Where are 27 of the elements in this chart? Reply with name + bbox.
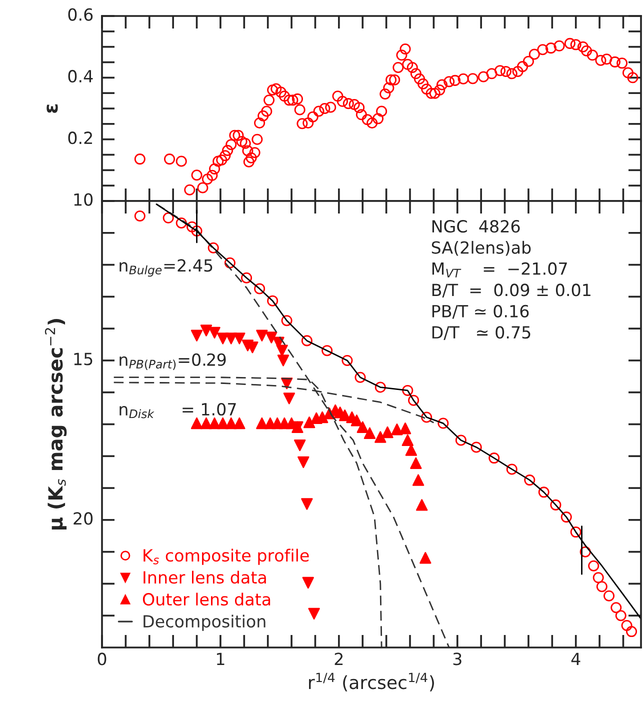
y-axis-title: μ (K$_{s}$ mag arcsec$^{−2}$) [44, 318, 67, 530]
y-tick-label: 0.2 [68, 132, 92, 144]
annotation: B/T = 0.09 ± 0.01 [432, 284, 590, 298]
y-tick-label: 0.6 [68, 8, 93, 21]
text: n$_{Disk}$ = 1.07 [120, 402, 236, 418]
x-tick-label: 3 [453, 652, 462, 666]
y-tick-label: 0.4 [68, 70, 93, 83]
y-axis-title: ε [46, 104, 58, 113]
x-tick-label: 2 [334, 652, 343, 666]
legend-label: Inner lens data [144, 570, 266, 584]
y-tick-label: 15 [74, 352, 92, 366]
annotation: NGC 4826 [432, 220, 520, 233]
legend-label: Decomposition [144, 614, 266, 631]
y-tick-label: 10 [74, 193, 93, 206]
annotation: SA(2lens)ab [432, 240, 531, 256]
y-tick-label: 20 [74, 512, 93, 525]
annotation: PB/T ≃ 0.16 [432, 304, 529, 319]
legend-label: Outer lens data [142, 592, 270, 606]
x-tick-label: 4 [571, 652, 580, 666]
legend-label: K$_{s}$ composite profile [144, 548, 309, 565]
annotation: n$_{PB(Part)}$=0.29 [120, 353, 226, 370]
x-axis-title: r$^{1/4}$ (arcsec$^{1/4}$) [309, 672, 434, 692]
annotation: D/T ≃ 0.75 [432, 326, 530, 340]
x-tick-label: 1 [216, 652, 224, 666]
x-tick-label: 0 [98, 652, 106, 666]
text: M$_{VT}$ = −21.07 [432, 262, 567, 278]
annotation: n$_{Bulge}$=2.45 [120, 259, 212, 277]
